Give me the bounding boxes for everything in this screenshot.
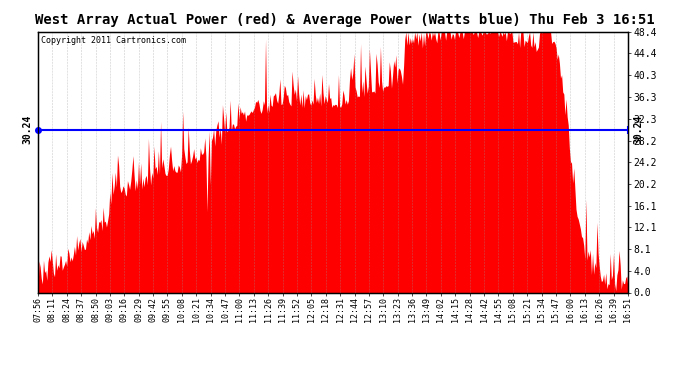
Text: West Array Actual Power (red) & Average Power (Watts blue) Thu Feb 3 16:51: West Array Actual Power (red) & Average …: [35, 13, 655, 27]
Text: Copyright 2011 Cartronics.com: Copyright 2011 Cartronics.com: [41, 36, 186, 45]
Text: 30.24: 30.24: [634, 115, 644, 144]
Text: 30.24: 30.24: [22, 115, 32, 144]
